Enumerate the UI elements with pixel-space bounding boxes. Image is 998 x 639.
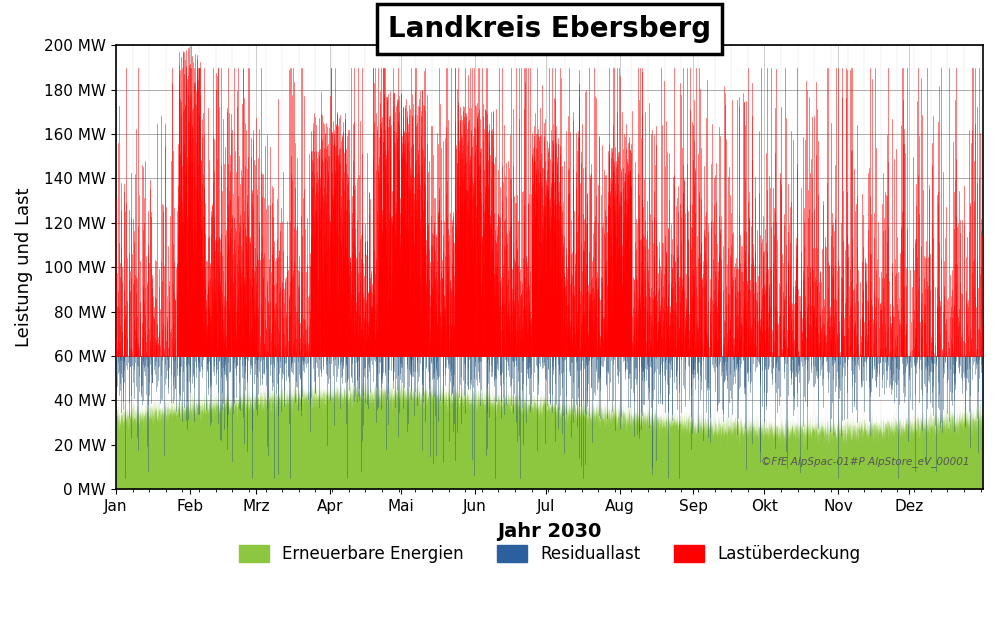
Legend: Erneuerbare Energien, Residuallast, Lastüberdeckung: Erneuerbare Energien, Residuallast, Last… bbox=[232, 538, 867, 569]
Title: Landkreis Ebersberg: Landkreis Ebersberg bbox=[388, 15, 711, 43]
Y-axis label: Leistung und Last: Leistung und Last bbox=[15, 187, 33, 347]
Text: ©FfE AlpSpac-01#P AlpStore_eV_00001: ©FfE AlpSpac-01#P AlpStore_eV_00001 bbox=[761, 456, 970, 467]
X-axis label: Jahr 2030: Jahr 2030 bbox=[497, 522, 602, 541]
